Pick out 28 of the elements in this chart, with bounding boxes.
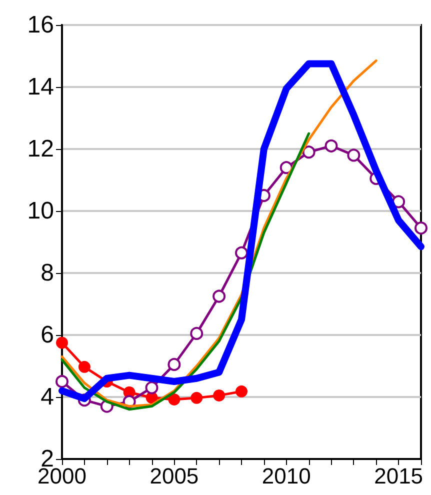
- point: [324, 139, 338, 152]
- point: [78, 360, 90, 373]
- y-tick-label: 12: [27, 136, 54, 162]
- y-tick-label: 14: [27, 74, 54, 100]
- point: [213, 389, 226, 402]
- y-tick-label: 8: [40, 260, 54, 286]
- point: [280, 161, 293, 174]
- point: [235, 246, 248, 260]
- point: [392, 195, 406, 208]
- point: [145, 381, 158, 394]
- y-tick-label: 10: [27, 198, 54, 224]
- point: [302, 146, 316, 159]
- point: [168, 358, 181, 371]
- point: [212, 290, 226, 303]
- point: [347, 148, 360, 162]
- point: [56, 375, 68, 388]
- y-tick-label: 6: [40, 322, 54, 348]
- point: [236, 385, 248, 398]
- point: [414, 222, 428, 235]
- point: [168, 393, 180, 406]
- point: [190, 392, 203, 404]
- x-tick-label: 2015: [374, 464, 424, 488]
- y-tick-label: 4: [40, 384, 54, 410]
- y-tick-label: 16: [27, 12, 54, 38]
- point: [56, 336, 68, 349]
- point: [190, 326, 204, 340]
- x-tick-label: 2005: [150, 464, 199, 488]
- x-tick-label: 2010: [262, 464, 311, 488]
